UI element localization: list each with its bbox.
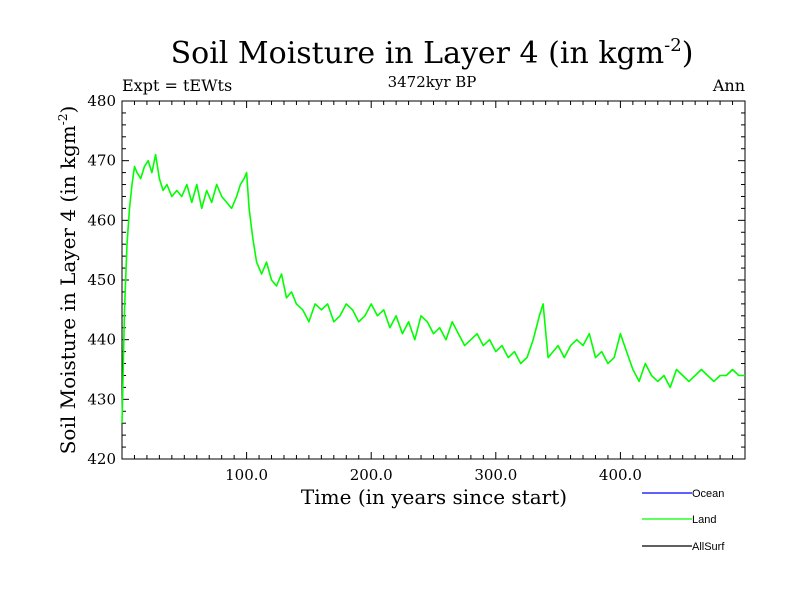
- y-axis: 420 430 440 450 460 470 480: [87, 92, 745, 468]
- x-tick-label: 200.0: [350, 466, 393, 484]
- period-label: 3472kyr BP: [388, 73, 477, 91]
- legend-label-land: Land: [692, 514, 716, 526]
- season-label: Ann: [712, 76, 745, 95]
- y-tick-label: 480: [87, 92, 116, 110]
- legend-label-allsurf: AllSurf: [692, 541, 725, 553]
- y-tick-label: 440: [87, 331, 116, 349]
- x-axis: 100.0 200.0 300.0 400.0: [133, 101, 734, 484]
- y-tick-label: 450: [87, 271, 116, 289]
- y-axis-label: Soil Moisture in Layer 4 (in kgm-2): [56, 106, 80, 455]
- y-tick-label: 420: [87, 450, 116, 468]
- y-tick-label: 460: [87, 211, 116, 229]
- x-tick-label: 400.0: [599, 466, 642, 484]
- x-axis-label: Time (in years since start): [301, 485, 567, 509]
- chart-title: Soil Moisture in Layer 4 (in kgm-2): [171, 35, 694, 71]
- x-tick-label: 300.0: [474, 466, 517, 484]
- series-layer: [121, 153, 745, 424]
- legend: Ocean Land AllSurf: [642, 488, 725, 553]
- plot-frame: [121, 100, 746, 460]
- series-line-land: [121, 153, 745, 424]
- y-tick-label: 430: [87, 390, 116, 408]
- experiment-label: Expt = tEWts: [122, 76, 232, 95]
- legend-label-ocean: Ocean: [692, 488, 724, 500]
- x-tick-label: 100.0: [225, 466, 268, 484]
- y-tick-label: 470: [87, 152, 116, 170]
